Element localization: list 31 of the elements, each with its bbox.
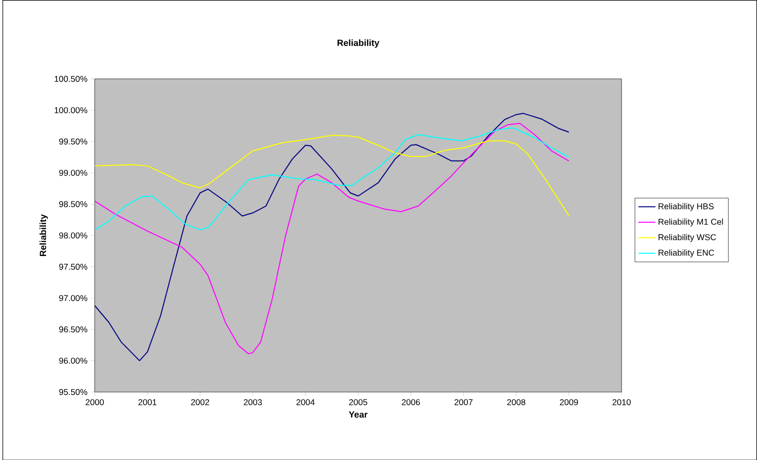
x-tick-label: 2009 (560, 399, 578, 406)
line-series (94, 127, 570, 230)
x-tick-label: 2002 (191, 399, 210, 406)
y-tick-label: 98.00% (59, 232, 88, 238)
x-axis-title: Year (348, 411, 368, 418)
x-tick-label: 2003 (244, 399, 262, 406)
line-series (94, 134, 570, 216)
y-tick-label: 97.00% (59, 294, 88, 301)
legend-label: Reliability HBS (658, 202, 714, 211)
y-axis-title: Reliability (40, 214, 48, 256)
legend-label: Reliability M1 Cel (658, 218, 723, 226)
y-tick-label: 100.00% (54, 107, 88, 114)
y-tick-label: 97.50% (59, 264, 88, 270)
x-tick-label: 2007 (454, 399, 473, 406)
legend-label: Reliability ENC (658, 249, 714, 258)
x-tick-label: 2010 (612, 399, 631, 406)
y-tick-label: 95.50% (59, 388, 88, 395)
x-tick-label: 2004 (296, 399, 315, 406)
y-tick-label: 96.50% (59, 326, 88, 332)
x-tick-label: 2001 (138, 399, 156, 406)
y-tick-label: 98.50% (59, 200, 88, 207)
y-tick-label: 99.00% (59, 170, 88, 176)
y-tick-label: 100.50% (54, 76, 88, 82)
x-tick-label: 2000 (86, 399, 104, 406)
x-tick-label: 2008 (507, 399, 526, 406)
x-tick-label: 2005 (349, 399, 368, 406)
y-tick-label: 96.00% (59, 358, 88, 364)
x-tick-label: 2006 (402, 399, 420, 406)
y-tick-label: 99.50% (59, 138, 88, 144)
chart-title: Reliability (338, 39, 380, 48)
legend-label: Reliability WSC (658, 234, 716, 242)
